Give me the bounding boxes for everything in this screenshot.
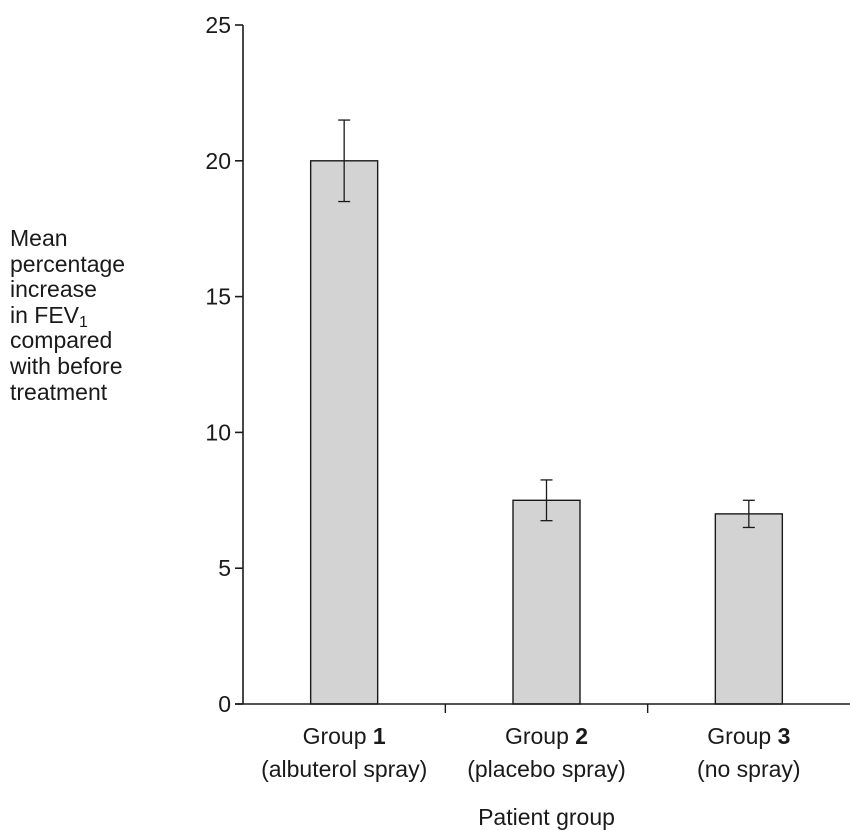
y-axis-label-line: with before [10,352,123,379]
y-tick-label: 0 [218,691,231,717]
category-label-number: 3 [778,723,791,749]
category-labels: Group 1 (albuterol spray) Group 2 (placebo … [261,723,801,782]
category-label-prefix: Group [505,723,575,749]
y-tick-label: 20 [205,148,231,174]
bar [309,160,379,705]
category-label: Group 2 [505,723,588,749]
y-axis-label-fev: in FEV [10,301,80,328]
bar [512,499,581,705]
bar [714,513,784,705]
y-tick-label: 15 [205,284,231,310]
y-axis-label-line: increase [10,276,97,303]
category-sublabel: (no spray) [697,756,801,782]
category-label-prefix: Group [303,723,373,749]
y-axis-ticks: 0 5 10 15 20 25 [205,12,243,717]
category-label-number: 1 [373,723,386,749]
bars [309,160,784,705]
category-label-number: 2 [575,723,588,749]
y-axis-label-line: treatment [10,378,108,405]
category-label: Group 1 [303,723,386,749]
y-axis-label-fev-subscript: 1 [79,313,88,331]
y-tick-label: 25 [205,12,231,38]
category-sublabel: (placebo spray) [467,756,626,782]
y-axis-label: Mean percentage increase in FEV1 compare… [10,225,126,405]
y-axis-label-line: percentage [10,250,126,277]
y-axis-label-line: Mean [10,225,68,251]
category-label-prefix: Group [707,723,777,749]
error-bars [338,119,755,529]
category-label: Group 3 [707,723,790,749]
x-axis-label: Patient group [478,804,615,830]
y-tick-label: 10 [205,419,231,445]
y-axis-label-line: compared [10,327,113,354]
y-tick-label: 5 [218,555,231,581]
category-sublabel: (albuterol spray) [261,756,427,782]
x-axis-ticks [444,704,649,713]
y-axis-label-fev-line: in FEV1 [10,301,125,331]
